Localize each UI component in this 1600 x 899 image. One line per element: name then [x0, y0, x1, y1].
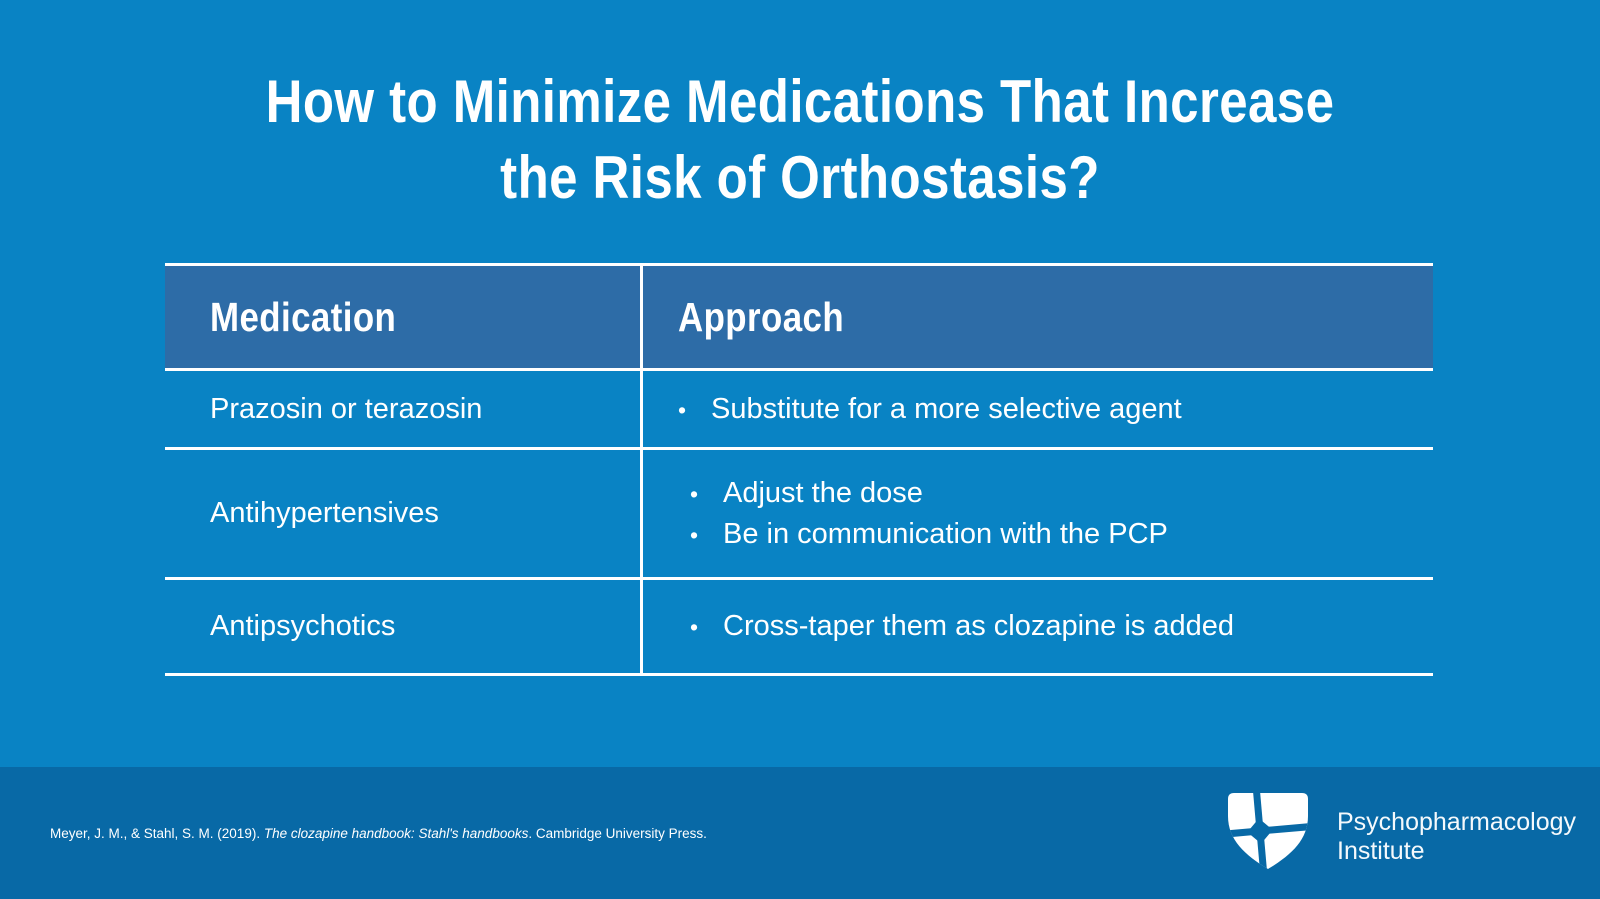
slide-title-line-2: the Risk of Orthostasis? [500, 144, 1100, 211]
approach-item: • Substitute for a more selective agent [678, 389, 1182, 430]
logo-wordmark: Psychopharmacology Institute [1337, 808, 1576, 866]
table-row-3-medication-cell: Antipsychotics [165, 580, 640, 676]
table-header-medication-label: Medication [210, 293, 397, 340]
table-header-approach-label: Approach [678, 293, 845, 340]
citation: Meyer, J. M., & Stahl, S. M. (2019). The… [50, 825, 707, 842]
table-row-3-approach-cell: • Cross-taper them as clozapine is added [640, 580, 1433, 676]
approach-text: Adjust the dose [723, 476, 923, 509]
table-header-approach: Approach [640, 266, 1433, 371]
citation-authors: Meyer, J. M., & Stahl, S. M. (2019). [50, 826, 264, 841]
citation-book-title: The clozapine handbook: Stahl's handbook… [263, 826, 529, 841]
medication-label: Antihypertensives [210, 497, 439, 529]
table-header-medication: Medication [165, 266, 640, 371]
slide-title: How to Minimize Medications That Increas… [120, 64, 1480, 216]
bullet-icon: • [690, 614, 699, 640]
bullet-icon: • [678, 396, 687, 423]
approach-text: Substitute for a more selective agent [711, 392, 1182, 425]
footer-band: Meyer, J. M., & Stahl, S. M. (2019). The… [0, 767, 1600, 899]
table-row-2-medication-cell: Antihypertensives [165, 450, 640, 580]
approach-item: • Adjust the dose [678, 473, 1168, 514]
table-row-2-approach-cell: • Adjust the dose • Be in communication … [640, 450, 1433, 580]
medication-label: Antipsychotics [210, 610, 396, 642]
approach-item: • Cross-taper them as clozapine is added [678, 606, 1234, 647]
logo-wordmark-line-2: Institute [1337, 837, 1425, 865]
approach-text: Be in communication with the PCP [723, 517, 1168, 550]
bullet-icon: • [690, 521, 699, 548]
slide-title-line-1: How to Minimize Medications That Increas… [265, 68, 1335, 135]
logo-wordmark-line-1: Psychopharmacology [1337, 808, 1577, 836]
table-row-1-approach-cell: • Substitute for a more selective agent [640, 371, 1433, 450]
medication-label: Prazosin or terazosin [210, 392, 483, 425]
citation-publisher: . Cambridge University Press. [528, 826, 707, 841]
approach-text: Cross-taper them as clozapine is added [723, 610, 1234, 642]
approach-item: • Be in communication with the PCP [678, 514, 1168, 555]
bullet-icon: • [690, 480, 699, 507]
table-row-1-medication-cell: Prazosin or terazosin [165, 371, 640, 450]
shield-logo-icon [1228, 793, 1308, 874]
medication-approach-table: Medication Approach Prazosin or terazosi… [165, 263, 1433, 676]
